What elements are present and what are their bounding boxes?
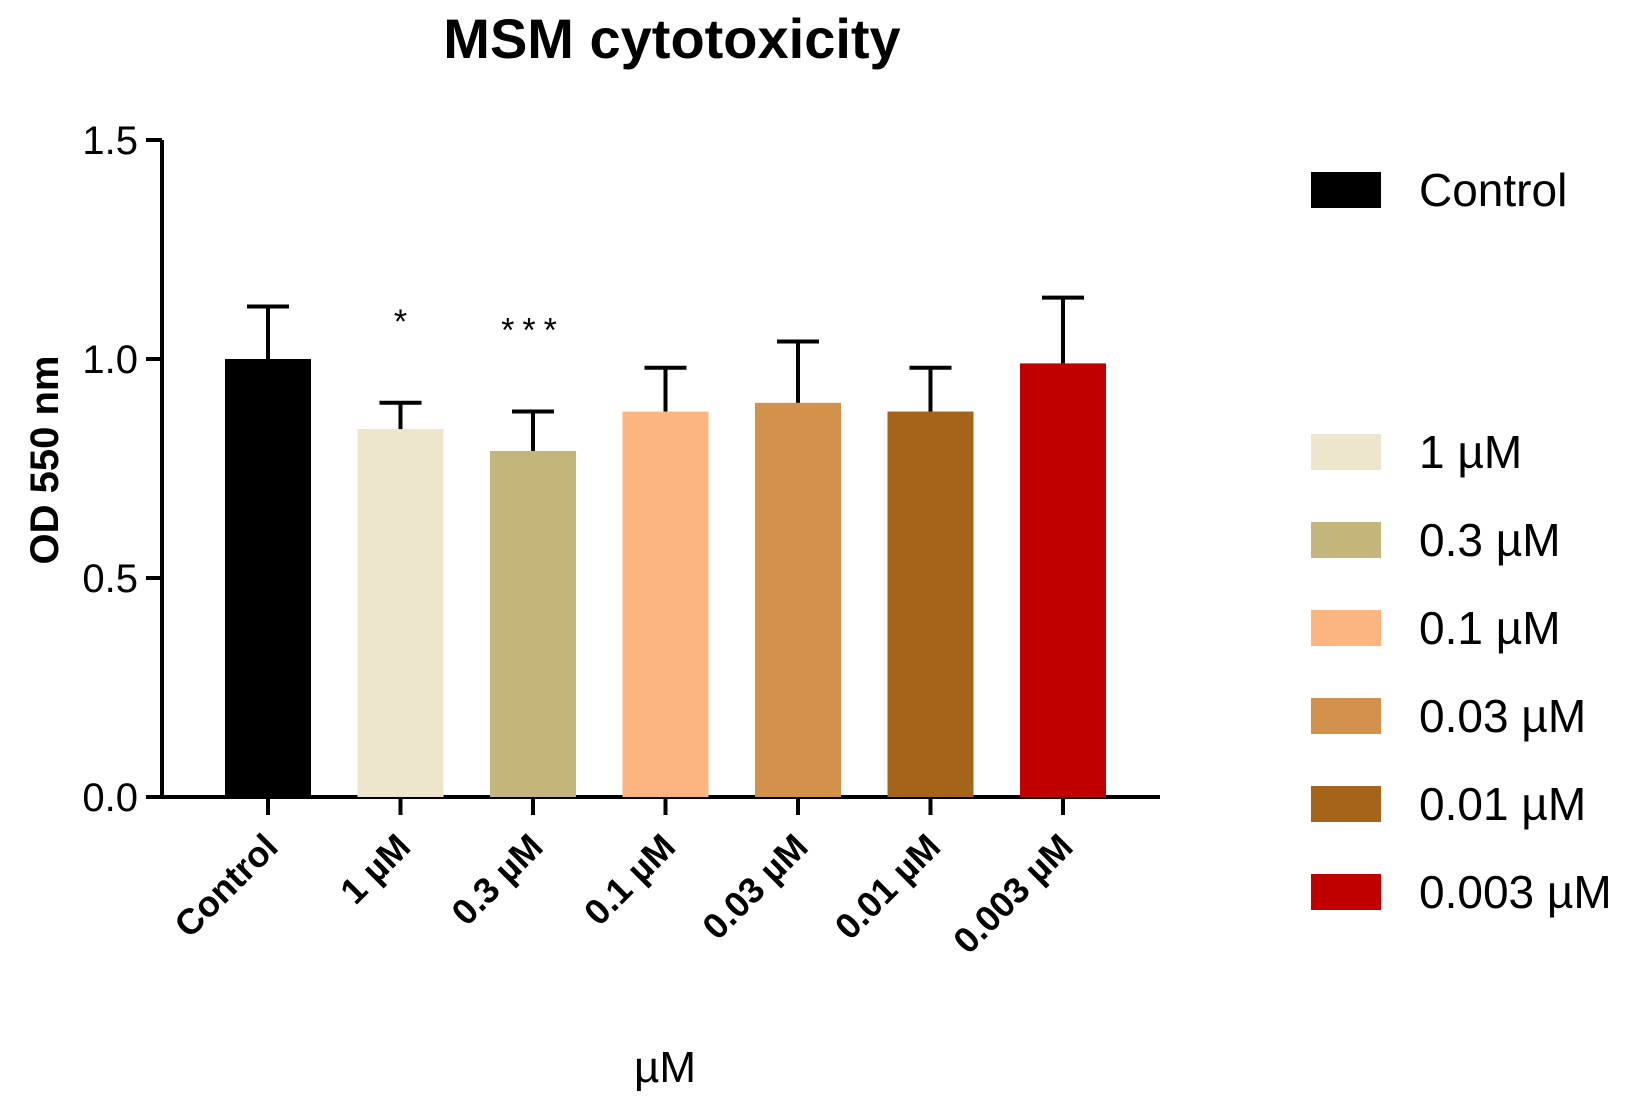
legend-label: 0.003 µM [1419, 866, 1612, 918]
x-tick-label: 0.01 µM [827, 826, 948, 947]
significance-marker: * [394, 303, 407, 341]
bar [755, 402, 841, 797]
x-tick-label: 1 µM [332, 826, 418, 912]
bar [490, 450, 576, 797]
legend-swatch [1311, 786, 1381, 822]
legend-swatch [1311, 874, 1381, 910]
y-tick-label: 1.5 [82, 119, 138, 163]
bar [1020, 363, 1106, 797]
bar [887, 411, 974, 797]
legend: Control 1 µM 0.3 µM 0.1 µM 0.03 µM 0.01 µM 0.0… [1311, 164, 1612, 918]
y-axis-title: OD 550 nm [23, 356, 67, 565]
legend-swatch [1311, 434, 1381, 470]
legend-label: Control [1419, 164, 1567, 216]
bar [357, 429, 444, 797]
x-axis-title: µM [634, 1043, 696, 1092]
x-tick-label: 0.003 µM [945, 826, 1081, 962]
legend-swatch [1311, 172, 1381, 208]
bar [225, 359, 311, 797]
chart-title: MSM cytotoxicity [443, 7, 900, 70]
y-tick-label: 0.0 [82, 776, 138, 820]
x-tick-label: 0.1 µM [576, 826, 683, 933]
x-tick-label: Control [166, 826, 285, 945]
significance-marker: *** [501, 312, 565, 350]
legend-label: 0.01 µM [1419, 778, 1586, 830]
legend-label: 1 µM [1419, 426, 1522, 478]
bar [622, 411, 709, 797]
legend-swatch [1311, 698, 1381, 734]
y-tick-label: 0.5 [82, 557, 138, 601]
legend-swatch [1311, 522, 1381, 558]
x-tick-label: 0.3 µM [443, 826, 550, 933]
y-tick-label: 1.0 [82, 338, 138, 382]
x-tick-label: 0.03 µM [694, 826, 815, 947]
legend-label: 0.1 µM [1419, 602, 1561, 654]
legend-label: 0.3 µM [1419, 514, 1561, 566]
legend-swatch [1311, 610, 1381, 646]
legend-label: 0.03 µM [1419, 690, 1586, 742]
